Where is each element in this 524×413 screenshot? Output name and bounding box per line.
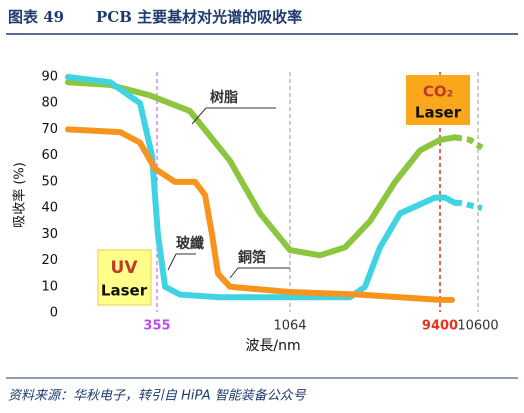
series-projection xyxy=(454,134,484,151)
series-projection xyxy=(455,199,483,212)
figure-number: 图表 49 xyxy=(8,8,64,26)
series-line xyxy=(65,126,455,303)
leader xyxy=(167,253,196,271)
y-tick-label: 60 xyxy=(41,148,58,163)
x-tick-label: 1064 xyxy=(273,319,306,334)
x-tick-label: 9400 xyxy=(422,319,458,334)
x-tick-label: 10600 xyxy=(457,319,498,334)
y-tick-label: 0 xyxy=(50,306,58,321)
plot: 0 10 20 30 40 50 60 70 80 90 355 1064 9400 10600 xyxy=(41,70,498,334)
y-tick-label: 70 xyxy=(41,122,58,137)
y-tick-label: 80 xyxy=(41,96,58,111)
co2-laser-label: Laser xyxy=(415,104,462,122)
x-tick-label: 355 xyxy=(143,319,170,334)
y-tick-label: 40 xyxy=(41,201,58,216)
co2-label: CO₂ xyxy=(423,83,453,101)
uv-box xyxy=(97,249,152,306)
series-line xyxy=(65,79,458,259)
series-label: 树脂 xyxy=(210,89,238,106)
figure-title: PCB 主要基材对光谱的吸收率 xyxy=(96,8,302,26)
uv-label: UV xyxy=(111,258,139,278)
leader xyxy=(229,267,290,279)
series-label: 玻纖 xyxy=(176,235,204,252)
y-tick-label: 90 xyxy=(41,70,58,85)
y-tick-label: 20 xyxy=(41,253,58,268)
source: 资料来源：华秋电子，转引自 HiPA 智能装备公众号 xyxy=(8,389,307,404)
uv-laser-label: Laser xyxy=(101,282,148,300)
y-tick-label: 50 xyxy=(41,174,58,189)
series-label: 銅箔 xyxy=(238,249,266,266)
x-axis-title: 波長/nm xyxy=(245,338,300,354)
leader xyxy=(191,107,276,125)
series-line xyxy=(65,74,458,301)
co2-box xyxy=(406,75,470,125)
y-tick-label: 10 xyxy=(41,279,58,294)
y-tick-label: 30 xyxy=(41,227,58,242)
y-axis-title: 吸收率 (%) xyxy=(12,162,28,228)
